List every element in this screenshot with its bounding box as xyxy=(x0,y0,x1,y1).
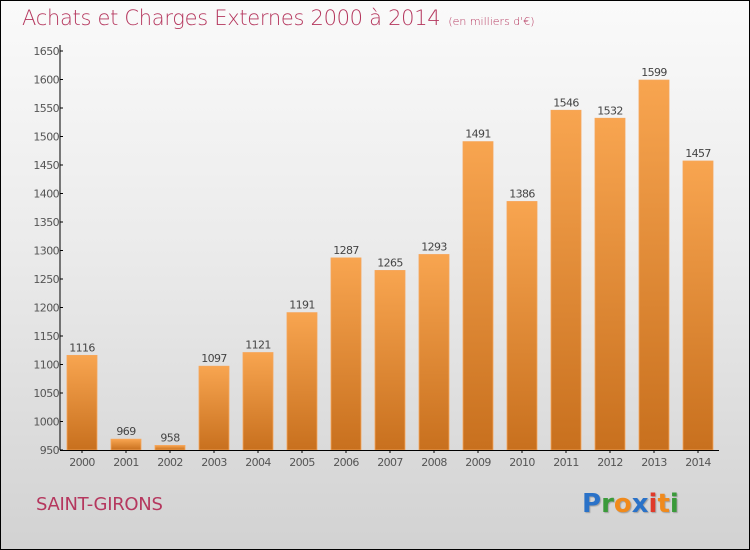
x-tick-label-2005: 2005 xyxy=(289,456,315,469)
bars-group: 1116 969 958 1097 1121 1191 1287 1265 1293 1491 13… xyxy=(66,66,714,451)
x-tick-label-2006: 2006 xyxy=(333,456,359,469)
bar-2003 xyxy=(198,365,230,451)
bar-2002 xyxy=(154,445,186,451)
chart-title-text: Achats et Charges Externes 2000 à 2014 xyxy=(22,6,441,30)
y-tick-label: 1000 xyxy=(33,416,59,429)
x-tick-label-2012: 2012 xyxy=(597,456,623,469)
x-tick-label-2000: 2000 xyxy=(69,456,95,469)
data-label-2008: 1293 xyxy=(421,240,447,253)
y-tick-label: 1650 xyxy=(33,45,59,58)
y-tick-label: 1350 xyxy=(33,216,59,229)
x-tick-label-2002: 2002 xyxy=(157,456,183,469)
data-label-2005: 1191 xyxy=(289,299,315,312)
x-tick-label-2013: 2013 xyxy=(641,456,667,469)
y-tick-label: 1400 xyxy=(33,188,59,201)
x-tick-label-2001: 2001 xyxy=(113,456,139,469)
y-tick-label: 1250 xyxy=(33,273,59,286)
logo-letter: o xyxy=(613,489,632,519)
x-tick-label-2011: 2011 xyxy=(553,456,579,469)
logo-letter: x xyxy=(631,489,649,519)
bar-2006 xyxy=(330,257,362,451)
bar-2013 xyxy=(638,79,670,451)
logo-letter: i xyxy=(669,489,679,519)
y-tick-label: 1150 xyxy=(33,330,59,343)
logo-letter: t xyxy=(657,489,670,519)
data-label-2001: 969 xyxy=(116,425,136,438)
bar-2000 xyxy=(66,354,98,451)
bar-2010 xyxy=(506,201,538,451)
bar-2001 xyxy=(110,438,142,451)
bar-2007 xyxy=(374,270,406,451)
y-tick-label: 1050 xyxy=(33,387,59,400)
data-label-2000: 1116 xyxy=(69,341,95,354)
chart-title: Achats et Charges Externes 2000 à 2014 (e… xyxy=(22,6,535,30)
y-axis: 950 1000 1050 1100 1150 1200 1250 1300 1350 1400 1… xyxy=(33,45,63,457)
logo-letter: P xyxy=(582,489,602,519)
data-label-2013: 1599 xyxy=(641,66,667,79)
x-tick-label-2003: 2003 xyxy=(201,456,227,469)
x-axis: 2000 2001 2002 2003 2004 2005 2006 2007 2008 2009… xyxy=(60,450,719,469)
data-label-2010: 1386 xyxy=(509,187,535,200)
x-tick-label-2009: 2009 xyxy=(465,456,491,469)
logo-letter: r xyxy=(601,489,614,519)
bar-2005 xyxy=(286,312,318,451)
x-tick-label-2010: 2010 xyxy=(509,456,535,469)
data-label-2011: 1546 xyxy=(553,96,579,109)
data-label-2004: 1121 xyxy=(245,339,271,352)
y-tick-label: 950 xyxy=(40,444,60,457)
data-label-2002: 958 xyxy=(160,431,180,444)
data-label-2012: 1532 xyxy=(597,104,623,117)
y-tick-label: 1500 xyxy=(33,131,59,144)
y-tick-label: 1100 xyxy=(33,359,59,372)
bar-2012 xyxy=(594,117,626,451)
y-tick-label: 1450 xyxy=(33,159,59,172)
bar-2014 xyxy=(682,160,714,451)
data-label-2003: 1097 xyxy=(201,352,227,365)
data-label-2007: 1265 xyxy=(377,256,403,269)
y-tick-label: 1200 xyxy=(33,302,59,315)
y-tick-label: 1300 xyxy=(33,245,59,258)
x-tick-label-2004: 2004 xyxy=(245,456,271,469)
data-label-2009: 1491 xyxy=(465,128,491,141)
data-label-2006: 1287 xyxy=(333,244,359,257)
y-tick-label: 1600 xyxy=(33,74,59,87)
x-tick-label-2008: 2008 xyxy=(421,456,447,469)
bar-2011 xyxy=(550,109,582,451)
bar-2009 xyxy=(462,141,494,451)
bar-2004 xyxy=(242,352,274,451)
chart-unit: (en milliers d'€) xyxy=(448,15,535,28)
x-tick-label-2014: 2014 xyxy=(685,456,711,469)
bar-2008 xyxy=(418,254,450,451)
city-name: SAINT-GIRONS xyxy=(36,494,163,515)
x-tick-label-2007: 2007 xyxy=(377,456,403,469)
logo-letter: i xyxy=(648,489,658,519)
proxiti-logo: Proxiti xyxy=(582,489,679,519)
data-label-2014: 1457 xyxy=(685,147,711,160)
y-tick-label: 1550 xyxy=(33,102,59,115)
